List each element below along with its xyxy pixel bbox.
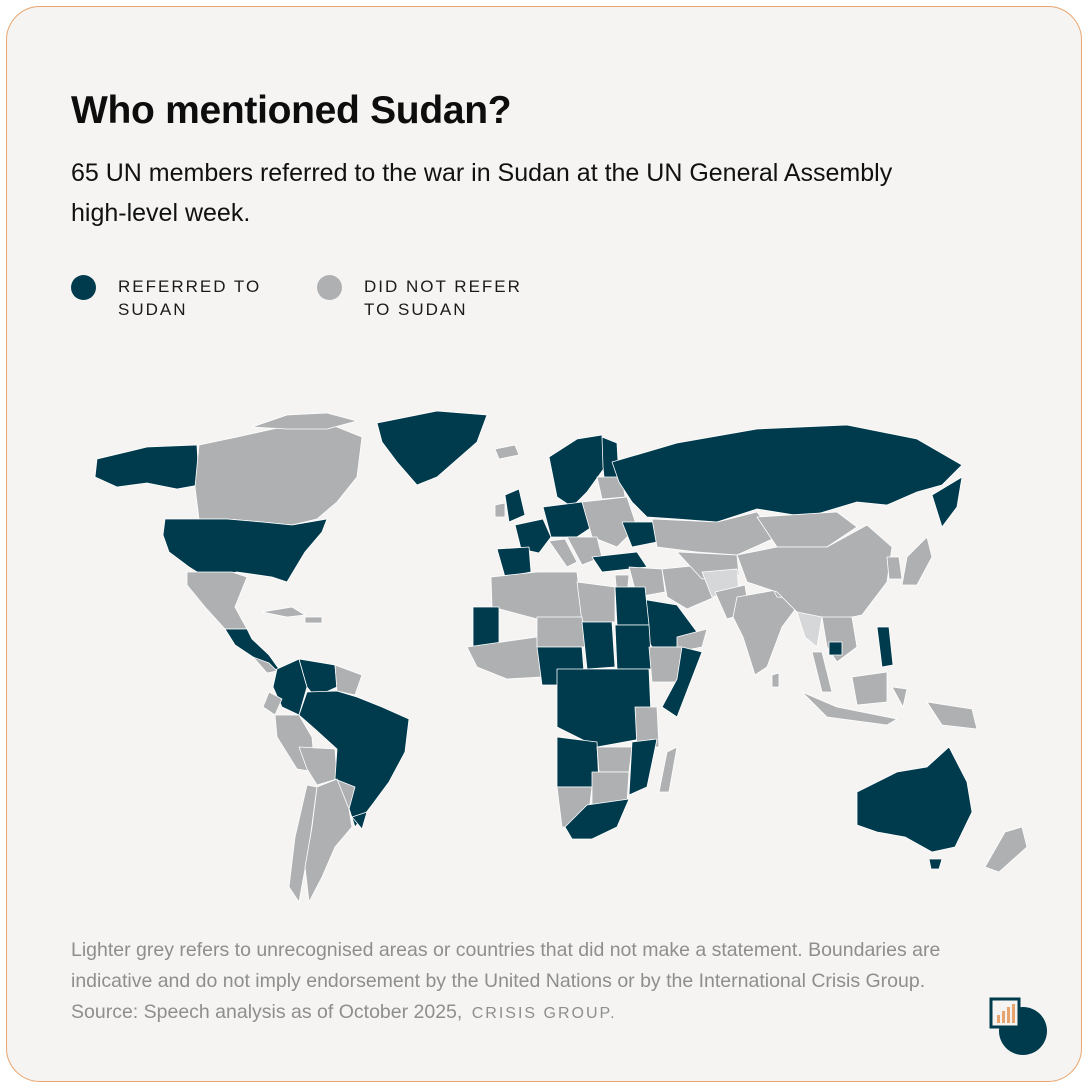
- legend-label-not-referred: DID NOT REFER TO SUDAN: [364, 277, 522, 319]
- region-hispaniola: [304, 616, 323, 624]
- region-egypt: [614, 586, 650, 626]
- region-japan: [901, 536, 933, 586]
- region-france: [514, 518, 552, 554]
- region-korea: [886, 556, 903, 580]
- page-title: Who mentioned Sudan?: [71, 89, 512, 132]
- region-zambia: [596, 746, 633, 773]
- region-west-africa: [466, 636, 543, 680]
- page-subtitle: 65 UN members referred to the war in Sud…: [71, 159, 893, 227]
- region-ukraine: [621, 521, 658, 548]
- region-cambodia: [828, 641, 843, 656]
- region-china: [736, 524, 893, 623]
- region-kamchatka: [931, 476, 963, 528]
- region-arctic-islands: [251, 412, 358, 430]
- region-myanmar: [796, 611, 823, 648]
- region-kazakhstan: [651, 511, 778, 556]
- region-philippines: [876, 626, 894, 668]
- region-italy: [548, 538, 578, 568]
- region-mongolia: [756, 511, 858, 548]
- region-malay-peninsula: [811, 651, 833, 693]
- region-brazil: [298, 690, 410, 828]
- brand-name: CRISIS GROUP.: [471, 1005, 617, 1022]
- region-madagascar: [658, 746, 678, 793]
- region-baltics: [596, 476, 626, 500]
- region-mauritania: [472, 606, 500, 648]
- world-map: [94, 410, 1028, 903]
- region-sumatra-java: [801, 691, 898, 726]
- region-mozambique: [628, 738, 658, 796]
- region-sudan: [614, 624, 653, 670]
- region-uruguay: [351, 811, 368, 830]
- region-canada: [194, 422, 363, 526]
- region-central-africa: [556, 668, 653, 748]
- region-iberia: [496, 546, 532, 578]
- region-libya: [576, 581, 616, 623]
- region-sulawesi: [891, 686, 908, 708]
- legend-swatch-referred: [71, 275, 96, 300]
- region-guyanas: [334, 664, 363, 696]
- region-tasmania: [928, 858, 943, 870]
- region-uk: [504, 488, 526, 523]
- region-chad: [581, 621, 616, 670]
- region-russia: [611, 424, 963, 523]
- infographic-card: Who mentioned Sudan? 65 UN members refer…: [6, 6, 1082, 1082]
- region-new-zealand: [984, 826, 1028, 873]
- region-ireland: [494, 502, 506, 518]
- region-morocco-algeria: [490, 571, 583, 620]
- region-niger-mali: [536, 616, 588, 648]
- region-alaska: [94, 444, 200, 490]
- region-usa: [162, 518, 328, 583]
- region-argentina: [304, 778, 353, 903]
- region-scandinavia: [548, 434, 606, 508]
- region-bolivia: [298, 746, 338, 786]
- region-somalia: [661, 646, 703, 718]
- region-greenland: [376, 410, 488, 486]
- region-south-africa: [564, 798, 630, 840]
- region-new-guinea: [926, 701, 978, 730]
- region-cuba: [261, 606, 306, 618]
- region-australia: [856, 746, 973, 853]
- region-east-africa: [634, 706, 660, 748]
- legend-label-referred: REFERRED TO SUDAN: [118, 277, 262, 319]
- footnote: Lighter grey refers to unrecognised area…: [71, 935, 971, 1029]
- crisis-group-logo-icon: [989, 997, 1047, 1055]
- region-iceland: [494, 444, 520, 460]
- region-central-europe: [542, 501, 593, 538]
- footnote-text: Lighter grey refers to unrecognised area…: [71, 939, 941, 1023]
- legend-swatch-not-referred: [317, 275, 342, 300]
- region-borneo: [851, 671, 888, 706]
- region-mexico: [186, 571, 248, 630]
- region-sri-lanka: [771, 672, 780, 688]
